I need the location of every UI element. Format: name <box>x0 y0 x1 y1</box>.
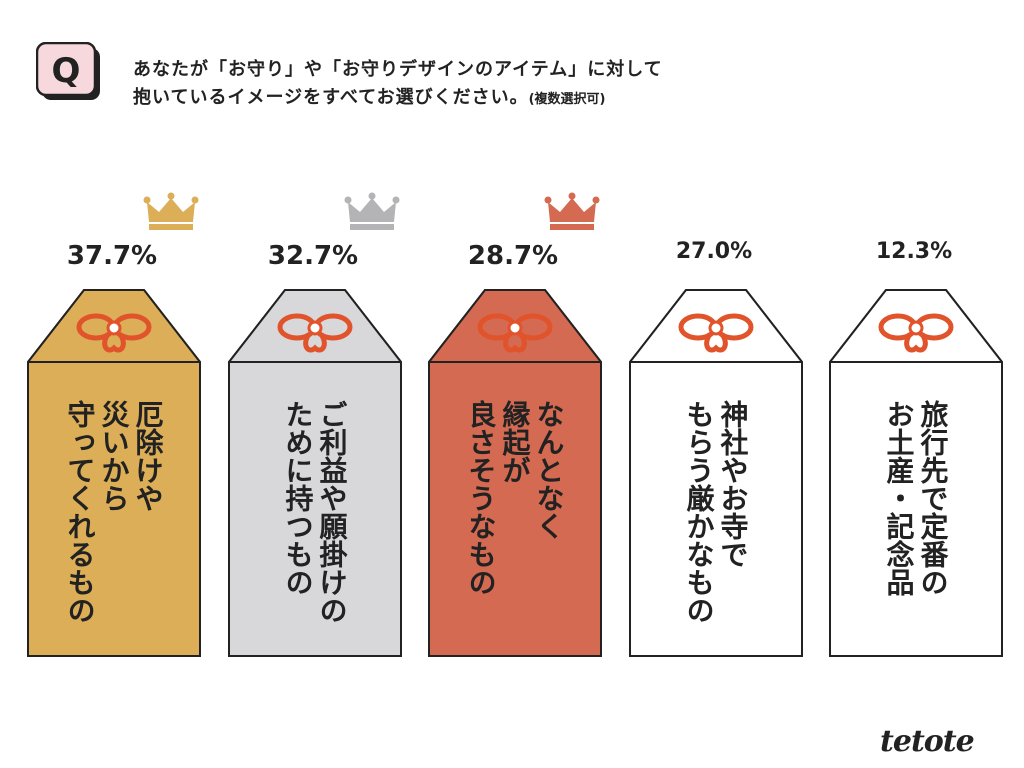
knot-icon <box>277 313 353 353</box>
crown-icon <box>143 192 199 230</box>
value-label: 27.0% <box>676 239 752 264</box>
category-label: 旅行先で定番の <box>917 399 950 596</box>
knot-icon <box>76 313 152 353</box>
category-label: ために持つもの <box>282 400 315 596</box>
category-label: 良さそうなもの <box>465 399 498 596</box>
crown-icon <box>344 192 400 230</box>
question-text-main: 抱いているイメージをすべてお選びください。 <box>133 87 529 108</box>
category-label: もらう厳かなもの <box>683 400 716 624</box>
category-label: なんとなく <box>533 400 566 540</box>
brand-logo: tetote <box>880 724 975 759</box>
category-label: 縁起が <box>499 400 532 484</box>
category-label: お土産・記念品 <box>883 400 916 596</box>
value-label: 32.7% <box>268 241 358 271</box>
question-badge-icon: Q <box>36 42 100 100</box>
question-note: (複数選択可) <box>528 92 606 107</box>
category-label: 守ってくれるもの <box>64 399 97 624</box>
question-text-line2: 抱いているイメージをすべてお選びください。(複数選択可) <box>133 83 605 109</box>
category-label: 厄除けや <box>132 400 165 512</box>
category-label: 神社やお寺で <box>717 400 750 568</box>
knot-icon <box>678 313 754 353</box>
crown-icon <box>544 192 600 230</box>
value-label: 28.7% <box>468 241 558 271</box>
knot-icon <box>878 313 954 353</box>
value-label: 37.7% <box>67 241 157 271</box>
category-label: ご利益や願掛けの <box>316 400 349 624</box>
question-text-line1: あなたが「お守り」や「お守りデザインのアイテム」に対して <box>133 59 663 80</box>
category-label: 災いから <box>98 400 131 512</box>
knot-icon <box>477 313 553 353</box>
value-label: 12.3% <box>876 239 952 264</box>
question-badge-letter: Q <box>52 51 81 91</box>
